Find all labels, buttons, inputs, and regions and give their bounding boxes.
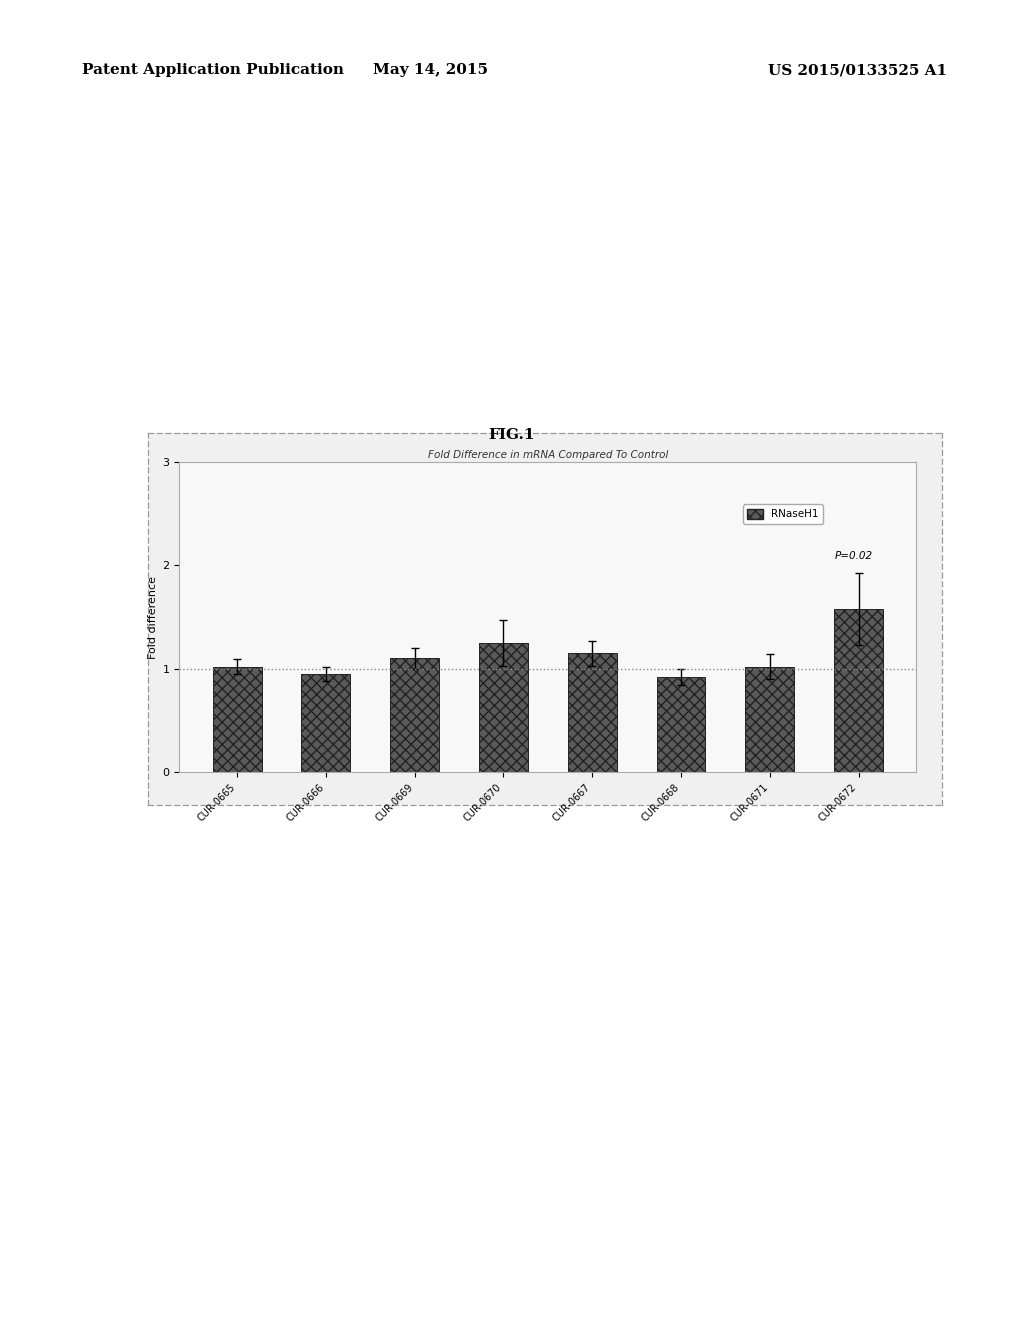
Bar <box>568 653 616 772</box>
Bar <box>213 667 261 772</box>
Bar <box>301 675 350 772</box>
Bar <box>479 643 527 772</box>
Title: Fold Difference in mRNA Compared To Control: Fold Difference in mRNA Compared To Cont… <box>428 450 668 459</box>
Bar <box>390 659 439 772</box>
Text: May 14, 2015: May 14, 2015 <box>373 63 487 78</box>
Text: FIG.1: FIG.1 <box>488 428 536 442</box>
Bar <box>835 609 883 772</box>
Bar <box>745 667 795 772</box>
Text: P=0.02: P=0.02 <box>835 552 873 561</box>
Y-axis label: Fold difference: Fold difference <box>148 576 158 659</box>
Legend: RNaseH1: RNaseH1 <box>743 504 823 524</box>
Text: US 2015/0133525 A1: US 2015/0133525 A1 <box>768 63 947 78</box>
Bar <box>656 677 706 772</box>
Text: Patent Application Publication: Patent Application Publication <box>82 63 344 78</box>
